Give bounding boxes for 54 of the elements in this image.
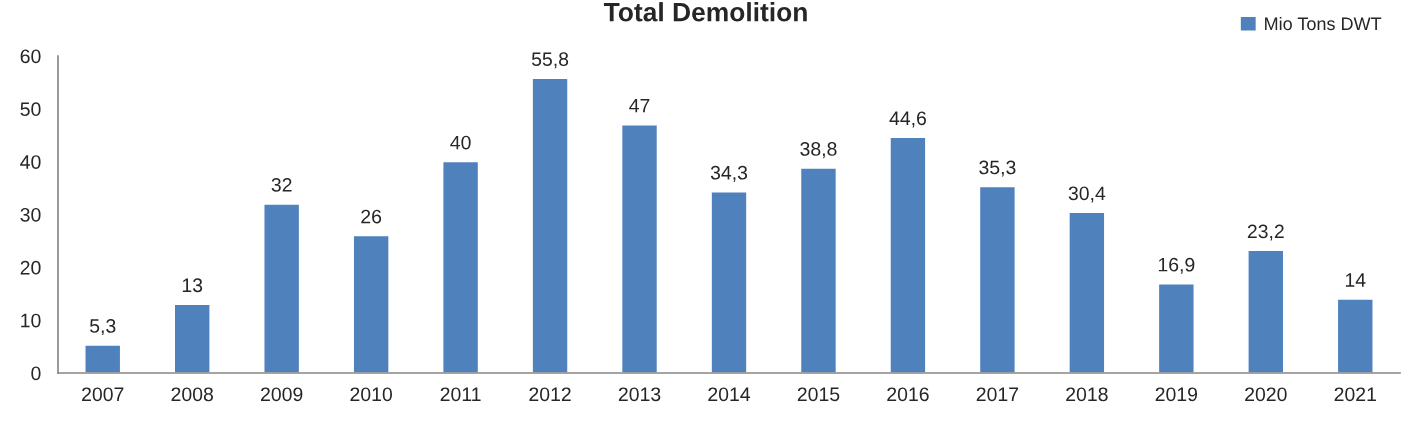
chart-title: Total Demolition bbox=[603, 2, 807, 22]
y-tick-label: 60 bbox=[20, 49, 41, 64]
x-tick-label: 2008 bbox=[171, 387, 213, 402]
data-label: 47 bbox=[629, 98, 650, 113]
data-label: 26 bbox=[361, 209, 382, 224]
data-label: 14 bbox=[1345, 273, 1366, 287]
bar bbox=[1068, 211, 1106, 373]
data-label: 30,4 bbox=[1068, 186, 1106, 203]
bar bbox=[442, 160, 480, 373]
bar bbox=[352, 234, 390, 373]
bar bbox=[173, 303, 211, 373]
x-tick-label: 2014 bbox=[708, 387, 751, 402]
y-tick-label: 40 bbox=[20, 155, 41, 169]
bar bbox=[263, 203, 301, 373]
x-tick-label: 2020 bbox=[1245, 387, 1287, 402]
bar bbox=[710, 191, 748, 373]
y-tick-label: 0 bbox=[31, 366, 41, 381]
x-tick-label: 2017 bbox=[976, 387, 1019, 402]
data-label: 44,6 bbox=[889, 111, 926, 128]
bar bbox=[1157, 283, 1195, 373]
data-label: 40 bbox=[450, 135, 471, 150]
x-tick-label: 2018 bbox=[1066, 387, 1108, 402]
data-label: 35,3 bbox=[979, 160, 1016, 177]
x-tick-label: 2013 bbox=[618, 387, 661, 402]
y-tick-label: 50 bbox=[20, 102, 41, 117]
y-tick-label: 30 bbox=[20, 207, 41, 222]
data-label: 32 bbox=[271, 177, 292, 192]
data-label: 13 bbox=[182, 278, 203, 293]
x-tick-label: 2011 bbox=[440, 387, 481, 402]
x-tick-label: 2015 bbox=[797, 387, 840, 402]
legend-label: Mio Tons DWT bbox=[1265, 16, 1382, 31]
data-label: 23,2 bbox=[1247, 224, 1284, 241]
x-tick-label: 2021 bbox=[1334, 387, 1376, 402]
bar bbox=[84, 344, 122, 373]
x-tick-label: 2019 bbox=[1155, 387, 1198, 402]
bar bbox=[1247, 249, 1285, 373]
data-label: 5,3 bbox=[90, 319, 116, 336]
y-tick-label: 20 bbox=[20, 260, 41, 275]
data-label: 34,3 bbox=[710, 165, 748, 182]
y-tick-label: 10 bbox=[21, 313, 41, 328]
x-tick-label: 2016 bbox=[887, 387, 929, 402]
x-tick-label: 2010 bbox=[350, 387, 392, 402]
x-tick-label: 2009 bbox=[261, 387, 303, 402]
bar bbox=[799, 167, 838, 373]
data-label: 38,8 bbox=[800, 142, 837, 159]
bar bbox=[1336, 298, 1374, 373]
x-tick-label: 2007 bbox=[82, 387, 124, 402]
x-tick-label: 2012 bbox=[529, 387, 571, 402]
bar bbox=[531, 77, 569, 373]
bar bbox=[889, 136, 927, 373]
data-label: 16,9 bbox=[1158, 257, 1195, 274]
bar bbox=[620, 123, 659, 373]
data-label: 55,8 bbox=[531, 52, 569, 69]
bar bbox=[978, 185, 1016, 373]
